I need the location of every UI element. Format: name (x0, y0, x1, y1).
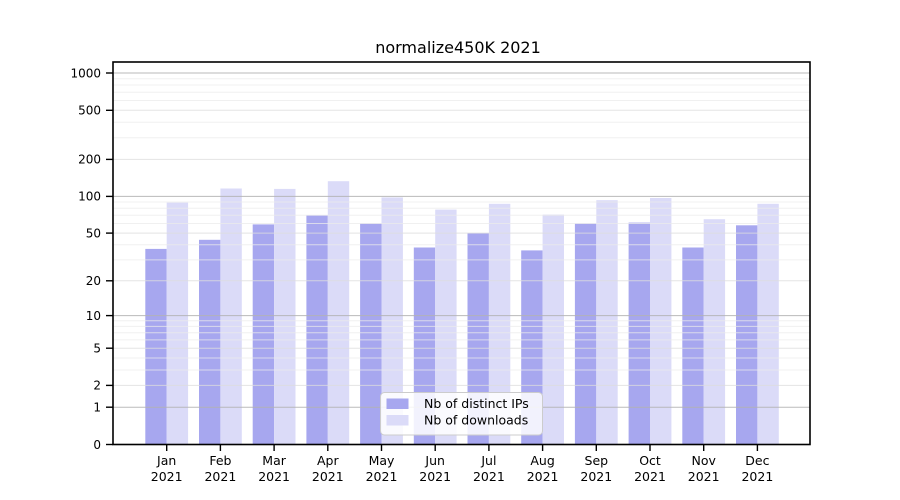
x-axis-year-label: 2021 (151, 469, 183, 484)
x-axis-month-label: Sep (585, 453, 609, 468)
legend-swatch-distinct-ips (386, 398, 409, 409)
legend: Nb of distinct IPs Nb of downloads (380, 392, 543, 436)
bars-layer (145, 181, 779, 445)
legend-label-distinct-ips: Nb of distinct IPs (424, 396, 529, 411)
y-axis-tick-label: 200 (78, 153, 101, 167)
x-axis-month-label: Feb (209, 453, 231, 468)
gridlines-layer (113, 72, 810, 408)
x-axis-year-label: 2021 (312, 469, 344, 484)
bar-downloads (542, 214, 564, 445)
bar-distinct-ips (145, 248, 167, 445)
x-axis-month-label: Mar (262, 453, 286, 468)
bar-distinct-ips (574, 223, 597, 445)
legend-box (380, 392, 543, 436)
x-axis-year-label: 2021 (258, 469, 290, 484)
x-axis-year-label: 2021 (580, 469, 612, 484)
bar-downloads (274, 188, 296, 445)
bar-distinct-ips (306, 215, 328, 445)
bar-downloads (596, 200, 618, 445)
x-axis-year-label: 2021 (527, 469, 559, 484)
x-axis-month-label: Apr (317, 453, 339, 468)
bar-downloads (166, 202, 189, 445)
x-axis-year-label: 2021 (473, 469, 505, 484)
x-axis-year-label: 2021 (634, 469, 666, 484)
bar-downloads (220, 188, 242, 445)
legend-swatch-downloads (386, 415, 409, 426)
x-axis-year-label: 2021 (688, 469, 720, 484)
x-axis-month-label: Jul (480, 453, 496, 468)
x-axis-year-label: 2021 (366, 469, 398, 484)
y-axis-tick-label: 10 (86, 309, 101, 323)
y-axis-labels-layer: 0 1 2 5 10 20 50 100 200 500 1000 (70, 66, 101, 452)
y-axis-tick-label: 1 (93, 401, 101, 415)
x-axis-month-label: Dec (745, 453, 769, 468)
x-axis-month-label: Aug (530, 453, 554, 468)
x-axis-month-label: Jun (424, 453, 445, 468)
x-axis-year-label: 2021 (419, 469, 451, 484)
bar-distinct-ips (736, 225, 758, 445)
y-axis-tick-label: 2 (93, 379, 101, 393)
legend-label-downloads: Nb of downloads (424, 413, 528, 428)
y-axis-tick-label: 20 (86, 274, 101, 288)
y-axis-tick-label: 5 (93, 342, 101, 356)
chart-title: normalize450K 2021 (375, 38, 541, 57)
y-axis-tick-label: 1000 (70, 66, 101, 80)
bar-distinct-ips (252, 224, 275, 445)
bar-downloads (703, 219, 726, 445)
x-axis-month-label: May (369, 453, 395, 468)
y-axis-tick-label: 100 (78, 190, 101, 204)
bar-distinct-ips (360, 223, 382, 445)
bar-downloads (757, 203, 779, 445)
bar-distinct-ips (682, 247, 704, 445)
bar-distinct-ips (467, 233, 489, 445)
x-axis-year-label: 2021 (741, 469, 773, 484)
plot-frame (112, 61, 811, 446)
bar-downloads (327, 181, 350, 445)
axis-ticks-layer (106, 72, 759, 451)
y-axis-tick-label: 500 (78, 104, 101, 118)
x-axis-month-label: Nov (691, 453, 716, 468)
y-axis-tick-label: 50 (86, 226, 101, 240)
x-axis-month-label: Oct (639, 453, 661, 468)
x-axis-month-label: Jan (156, 453, 176, 468)
bar-distinct-ips (628, 222, 650, 445)
x-axis-year-label: 2021 (204, 469, 236, 484)
x-axis-labels-layer: Jan2021Feb2021Mar2021Apr2021May2021Jun20… (151, 453, 774, 484)
y-axis-tick-label: 0 (93, 438, 101, 452)
bar-distinct-ips (199, 239, 221, 445)
bar-downloads (488, 203, 511, 445)
